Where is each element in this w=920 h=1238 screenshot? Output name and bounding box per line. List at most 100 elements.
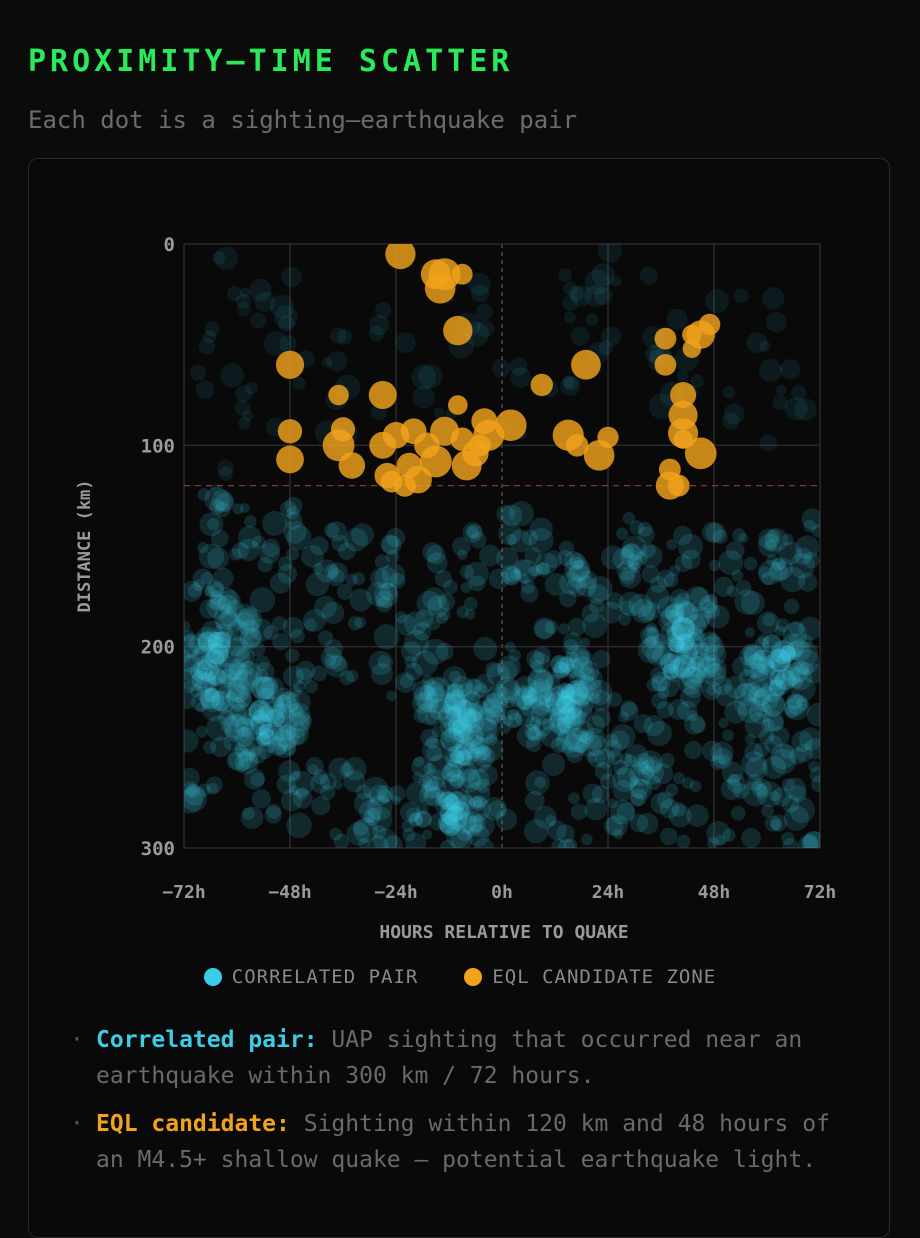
correlated-dot — [349, 588, 373, 612]
correlated-dot — [189, 662, 208, 681]
correlated-dot — [496, 714, 507, 725]
correlated-dot — [501, 566, 522, 586]
correlated-dot — [440, 715, 463, 738]
correlated-dot — [271, 695, 284, 707]
correlated-dot — [551, 838, 567, 848]
correlated-dot — [447, 769, 466, 787]
y-tick-label: 100 — [141, 435, 175, 457]
correlated-dot — [192, 579, 205, 592]
correlated-dot — [558, 662, 571, 676]
correlated-dot — [680, 661, 691, 673]
correlated-dot — [563, 550, 584, 571]
correlated-dot — [451, 750, 466, 764]
correlated-dot — [400, 801, 421, 823]
correlated-dot — [519, 573, 530, 585]
correlated-dot — [558, 689, 574, 705]
correlated-dot — [445, 791, 467, 813]
correlated-dot — [467, 768, 490, 791]
correlated-dot — [565, 680, 588, 703]
correlated-dot — [401, 819, 414, 833]
correlated-dot — [571, 684, 583, 696]
correlated-dot — [698, 642, 719, 662]
correlated-dot — [573, 650, 590, 667]
correlated-dot — [184, 679, 197, 694]
correlated-dot — [250, 618, 274, 642]
correlated-dot — [789, 634, 800, 645]
correlated-dot — [235, 385, 253, 402]
correlated-dot — [328, 757, 351, 780]
correlated-dot — [236, 661, 262, 687]
correlated-dot — [795, 698, 809, 711]
correlated-dot — [534, 776, 546, 789]
eql-dot — [400, 418, 427, 445]
correlated-dot — [706, 836, 719, 848]
correlated-dot — [329, 827, 343, 841]
correlated-dot — [561, 683, 581, 703]
correlated-dot — [249, 641, 266, 657]
correlated-dot — [607, 798, 618, 809]
correlated-dot — [755, 783, 768, 796]
correlated-dot — [293, 680, 306, 693]
correlated-dot — [217, 594, 238, 615]
correlated-dot — [584, 797, 608, 821]
correlated-dot — [569, 647, 593, 672]
correlated-dot — [204, 687, 220, 703]
correlated-dot — [226, 286, 242, 302]
notes-list: · Correlated pair: UAP sighting that occ… — [70, 1022, 870, 1190]
correlated-dot — [470, 736, 489, 755]
y-tick-label: 200 — [141, 637, 175, 659]
correlated-dot — [779, 359, 801, 380]
correlated-dot — [411, 364, 437, 390]
correlated-dot — [436, 792, 448, 804]
correlated-dot — [472, 799, 485, 812]
correlated-dot — [204, 648, 225, 669]
correlated-dot — [551, 717, 571, 737]
correlated-dot — [224, 663, 242, 680]
correlated-dot — [526, 726, 540, 741]
correlated-dot — [442, 809, 459, 826]
correlated-dot — [329, 327, 347, 345]
chart-subtitle: Each dot is a sighting–earthquake pair — [28, 106, 578, 134]
correlated-dot — [285, 648, 300, 663]
correlated-dot — [640, 635, 665, 660]
correlated-dot — [803, 831, 820, 848]
correlated-dot — [479, 544, 501, 567]
correlated-dot — [288, 727, 306, 745]
x-tick-label: −24h — [374, 882, 417, 903]
correlated-dot — [211, 648, 230, 667]
correlated-dot — [784, 397, 808, 421]
correlated-dot — [320, 646, 343, 670]
correlated-dot — [199, 599, 219, 619]
correlated-dot — [195, 672, 217, 695]
correlated-dot — [527, 669, 554, 695]
correlated-dot — [238, 731, 265, 758]
correlated-dot — [743, 644, 765, 666]
correlated-dot — [789, 797, 816, 823]
correlated-dot — [674, 599, 695, 621]
correlated-dot — [475, 778, 491, 793]
correlated-dot — [447, 683, 464, 700]
correlated-dot — [776, 560, 787, 571]
correlated-dot — [432, 677, 445, 690]
correlated-dot — [226, 700, 251, 725]
correlated-dot — [212, 251, 226, 265]
correlated-dot — [268, 736, 288, 756]
correlated-dot — [797, 572, 818, 592]
correlated-dot — [263, 625, 279, 641]
correlated-dot — [443, 692, 467, 717]
correlated-dot — [533, 805, 557, 829]
correlated-dot — [762, 710, 784, 732]
correlated-dot — [402, 827, 416, 842]
correlated-dot — [258, 696, 285, 723]
correlated-dot — [756, 611, 780, 635]
correlated-dot — [573, 559, 584, 570]
correlated-dot — [278, 315, 295, 332]
correlated-dot — [778, 644, 797, 663]
correlated-dot — [568, 792, 581, 805]
correlated-dot — [565, 679, 589, 704]
correlated-dot — [225, 599, 244, 619]
correlated-dot — [210, 483, 222, 495]
correlated-dot — [223, 675, 235, 686]
correlated-dot — [457, 682, 477, 703]
correlated-dot — [438, 791, 458, 811]
